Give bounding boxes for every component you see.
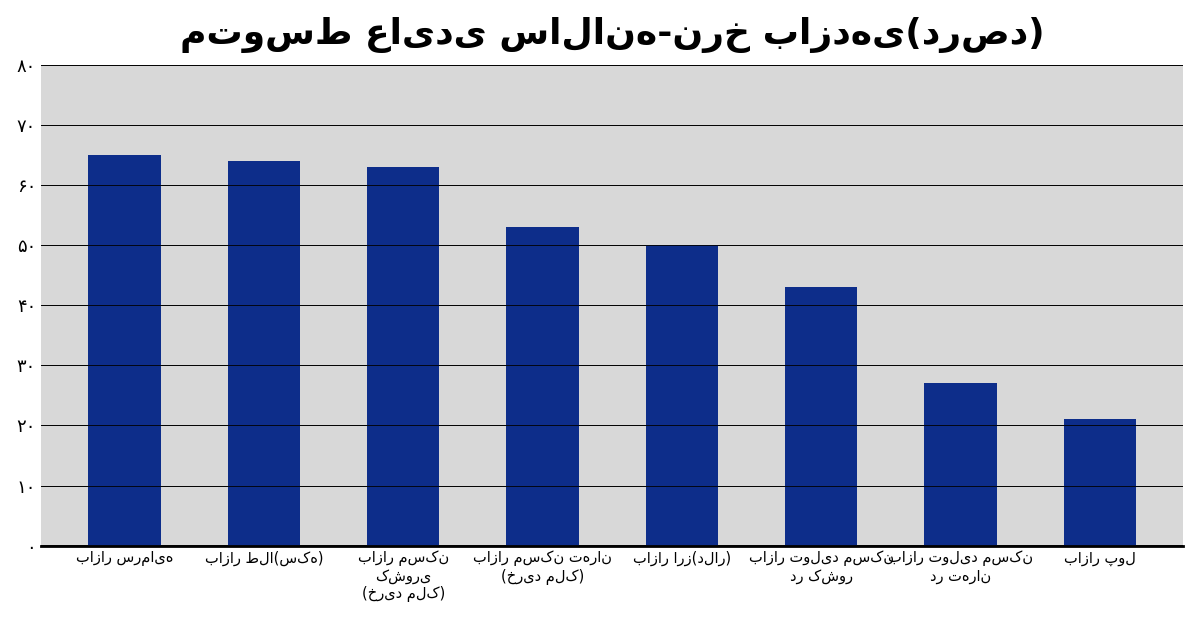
Title: متوسط عایدی سالانه-نرخ بازدهی(درصد): متوسط عایدی سالانه-نرخ بازدهی(درصد) [180, 17, 1044, 53]
Bar [785, 287, 857, 546]
Bar [924, 383, 997, 546]
Bar [367, 167, 439, 546]
Bar [1063, 420, 1136, 546]
Bar [89, 155, 161, 546]
Bar [646, 245, 718, 546]
Bar [228, 161, 300, 546]
Bar [506, 227, 578, 546]
